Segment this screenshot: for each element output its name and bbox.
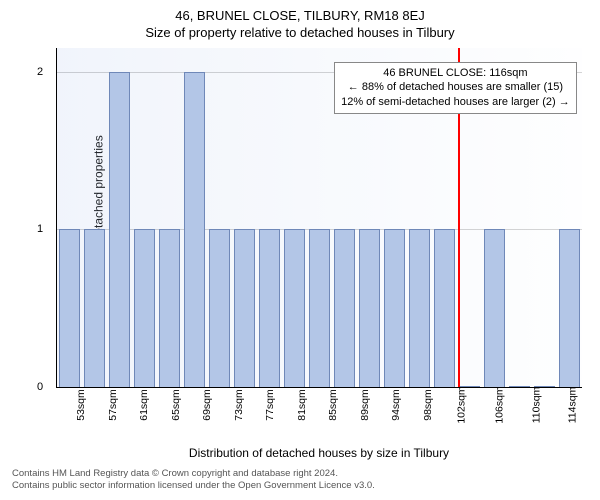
- bar-slot: [107, 48, 132, 387]
- histogram-bar: [359, 229, 380, 387]
- tooltip-line-1: 46 BRUNEL CLOSE: 116sqm: [341, 66, 570, 81]
- chart-container: 46, BRUNEL CLOSE, TILBURY, RM18 8EJ Size…: [0, 0, 600, 500]
- bar-slot: [257, 48, 282, 387]
- x-tick-label: 106sqm: [477, 386, 505, 423]
- histogram-bar: [234, 229, 255, 387]
- footer-line-1: Contains HM Land Registry data © Crown c…: [12, 468, 588, 480]
- histogram-bar: [159, 229, 180, 387]
- x-tick-label: 61sqm: [122, 389, 150, 421]
- x-tick-label: 102sqm: [440, 386, 468, 423]
- x-axis-label: Distribution of detached houses by size …: [56, 446, 582, 460]
- x-tick-label: 114sqm: [551, 387, 579, 424]
- x-tick-label: 57sqm: [90, 389, 118, 421]
- histogram-bar: [259, 229, 280, 387]
- x-tick-label: 53sqm: [59, 389, 87, 421]
- histogram-bar: [409, 229, 430, 387]
- x-tick-label: 73sqm: [216, 389, 244, 421]
- x-tick-label: 118sqm: [587, 387, 600, 424]
- tooltip-line-2: ← 88% of detached houses are smaller (15…: [341, 80, 570, 95]
- bar-slot: [57, 48, 82, 387]
- bar-slot: [207, 48, 232, 387]
- histogram-bar: [309, 229, 330, 387]
- bar-slot: [182, 48, 207, 387]
- histogram-bar: [209, 229, 230, 387]
- x-tick-label: 110sqm: [514, 387, 542, 424]
- bar-slot: [82, 48, 107, 387]
- bar-slot: [232, 48, 257, 387]
- x-tick-label: 81sqm: [279, 389, 307, 421]
- x-tick-label: 98sqm: [405, 389, 433, 421]
- x-tick-label: 94sqm: [374, 389, 402, 421]
- histogram-bar: [59, 229, 80, 387]
- histogram-bar: [484, 229, 505, 387]
- x-tick-labels: 53sqm57sqm61sqm65sqm69sqm73sqm77sqm81sqm…: [57, 391, 582, 419]
- chart-area: Number of detached properties 01253sqm57…: [56, 48, 582, 388]
- chart-title-sub: Size of property relative to detached ho…: [8, 25, 592, 40]
- histogram-bar: [284, 229, 305, 387]
- y-tick-label: 1: [37, 223, 43, 235]
- x-tick-label: 89sqm: [342, 389, 370, 421]
- y-tick-label: 0: [37, 381, 43, 393]
- histogram-bar: [109, 72, 130, 387]
- histogram-bar: [334, 229, 355, 387]
- histogram-bar: [84, 229, 105, 387]
- plot-area: 01253sqm57sqm61sqm65sqm69sqm73sqm77sqm81…: [56, 48, 582, 388]
- x-tick-label: 77sqm: [248, 389, 276, 421]
- bar-slot: [157, 48, 182, 387]
- histogram-bar: [384, 229, 405, 387]
- bar-slot: [282, 48, 307, 387]
- tooltip-line-3: 12% of semi-detached houses are larger (…: [341, 95, 570, 110]
- bar-slot: [307, 48, 332, 387]
- histogram-bar: [134, 229, 155, 387]
- histogram-bar: [559, 229, 580, 387]
- x-tick-label: 85sqm: [311, 389, 339, 421]
- x-tick-label: 65sqm: [153, 389, 181, 421]
- histogram-bar: [184, 72, 205, 387]
- footer-attribution: Contains HM Land Registry data © Crown c…: [8, 460, 592, 493]
- y-tick-label: 2: [37, 66, 43, 78]
- chart-title-main: 46, BRUNEL CLOSE, TILBURY, RM18 8EJ: [8, 8, 592, 23]
- footer-line-2: Contains public sector information licen…: [12, 480, 588, 492]
- tooltip-box: 46 BRUNEL CLOSE: 116sqm← 88% of detached…: [334, 62, 577, 115]
- bar-slot: [132, 48, 157, 387]
- x-tick-label: 69sqm: [185, 389, 213, 421]
- histogram-bar: [434, 229, 455, 387]
